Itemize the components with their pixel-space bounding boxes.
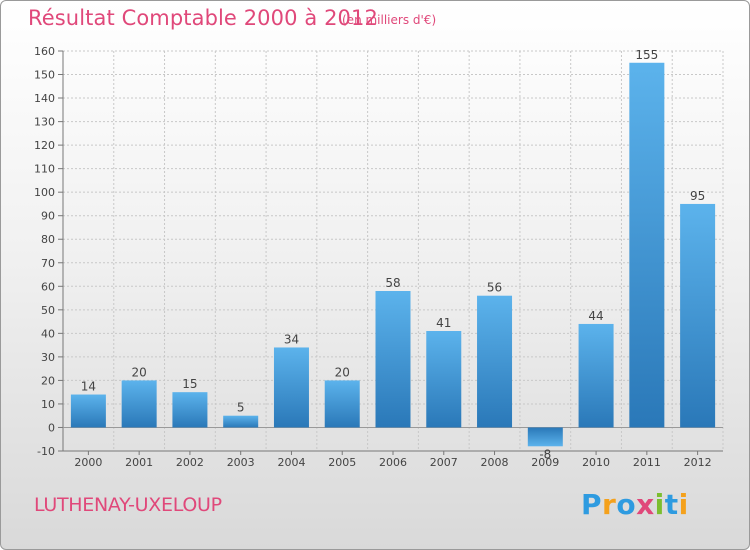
y-tick-label: 120 bbox=[34, 139, 55, 152]
bar bbox=[324, 380, 360, 428]
y-tick-label: 60 bbox=[41, 280, 55, 293]
logo-letter: t bbox=[664, 488, 679, 521]
bar bbox=[273, 347, 309, 428]
bar bbox=[629, 62, 665, 428]
x-tick-label: 2005 bbox=[328, 456, 356, 469]
y-tick-label: 100 bbox=[34, 186, 55, 199]
data-label: 56 bbox=[487, 281, 502, 295]
bar bbox=[527, 427, 563, 447]
data-label: 14 bbox=[81, 380, 96, 394]
bar bbox=[223, 415, 259, 428]
y-tick-label: 20 bbox=[41, 374, 55, 387]
data-label: 20 bbox=[132, 365, 147, 379]
x-tick-label: 2012 bbox=[684, 456, 712, 469]
y-tick-label: 70 bbox=[41, 257, 55, 270]
y-tick-label: 40 bbox=[41, 327, 55, 340]
logo-letter: x bbox=[636, 488, 655, 521]
logo-letter: o bbox=[616, 488, 637, 521]
chart-title: Résultat Comptable 2000 à 2012 bbox=[28, 6, 378, 30]
bar bbox=[121, 380, 157, 428]
data-label: 34 bbox=[284, 332, 299, 346]
y-tick-label: 0 bbox=[48, 421, 55, 434]
data-label: 5 bbox=[237, 401, 245, 415]
data-label: -8 bbox=[539, 447, 551, 461]
bar bbox=[375, 291, 411, 428]
town-name: LUTHENAY-UXELOUP bbox=[34, 494, 222, 516]
bar bbox=[680, 203, 716, 428]
y-tick-label: 80 bbox=[41, 233, 55, 246]
y-tick-label: 140 bbox=[34, 92, 55, 105]
data-label: 58 bbox=[385, 276, 400, 290]
y-tick-label: 30 bbox=[41, 351, 55, 364]
x-tick-label: 2006 bbox=[379, 456, 407, 469]
logo-letter: r bbox=[602, 488, 617, 521]
x-tick-label: 2001 bbox=[125, 456, 153, 469]
data-label: 155 bbox=[635, 48, 658, 62]
bar bbox=[70, 394, 106, 428]
x-tick-label: 2009 bbox=[531, 456, 559, 469]
x-tick-label: 2010 bbox=[582, 456, 610, 469]
x-tick-label: 2007 bbox=[430, 456, 458, 469]
y-tick-label: 10 bbox=[41, 398, 55, 411]
data-label: 44 bbox=[588, 309, 603, 323]
y-tick-label: 130 bbox=[34, 116, 55, 129]
x-tick-label: 2002 bbox=[176, 456, 204, 469]
data-label: 15 bbox=[182, 377, 197, 391]
bar bbox=[426, 331, 462, 428]
logo-letter: i bbox=[678, 488, 689, 521]
x-tick-label: 2000 bbox=[74, 456, 102, 469]
x-tick-label: 2008 bbox=[481, 456, 509, 469]
y-tick-label: -10 bbox=[37, 445, 55, 458]
y-tick-label: 50 bbox=[41, 304, 55, 317]
x-tick-label: 2004 bbox=[277, 456, 305, 469]
y-tick-label: 150 bbox=[34, 69, 55, 82]
data-label: 95 bbox=[690, 189, 705, 203]
x-tick-label: 2003 bbox=[227, 456, 255, 469]
data-label: 41 bbox=[436, 316, 451, 330]
data-label: 20 bbox=[335, 365, 350, 379]
bar bbox=[172, 392, 208, 428]
proxiti-logo: Proxiti bbox=[581, 488, 689, 521]
y-tick-label: 160 bbox=[34, 45, 55, 58]
logo-letter: P bbox=[581, 488, 603, 521]
logo-letter: i bbox=[654, 488, 665, 521]
bar bbox=[578, 323, 614, 428]
x-tick-label: 2011 bbox=[633, 456, 661, 469]
bar bbox=[477, 295, 513, 428]
chart-unit-note: (en milliers d'€) bbox=[342, 13, 437, 27]
y-tick-label: 110 bbox=[34, 163, 55, 176]
y-tick-label: 90 bbox=[41, 210, 55, 223]
